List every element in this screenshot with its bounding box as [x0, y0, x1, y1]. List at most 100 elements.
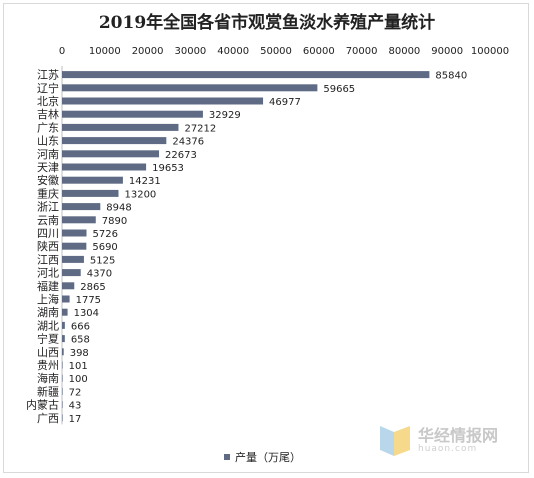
bar: [62, 189, 119, 197]
data-label: 32929: [209, 110, 241, 121]
bar: [62, 137, 167, 145]
data-label: 4370: [87, 269, 112, 280]
data-label: 398: [70, 348, 89, 359]
x-tick-label: 10000: [89, 46, 121, 57]
bar: [62, 348, 64, 356]
category-label: 海南: [37, 371, 59, 385]
category-label: 浙江: [37, 201, 59, 214]
x-tick-label: 20000: [132, 46, 164, 57]
category-label: 四川: [37, 227, 59, 240]
category-label: 福建: [37, 279, 59, 293]
data-label: 17: [69, 414, 82, 425]
bar: [62, 335, 65, 343]
bar: [62, 229, 87, 237]
bar: [62, 163, 147, 171]
bar: [62, 71, 430, 79]
category-label: 北京: [37, 94, 59, 108]
chart-frame: [3, 3, 529, 473]
data-label: 7890: [102, 216, 127, 227]
bar: [62, 387, 63, 395]
data-label: 101: [69, 361, 88, 372]
category-label: 安徽: [37, 173, 59, 187]
category-label: 江苏: [37, 69, 59, 82]
data-label: 24376: [172, 137, 204, 148]
watermark-logo-icon: [380, 426, 410, 456]
category-label: 重庆: [37, 186, 59, 200]
data-label: 59665: [323, 84, 355, 95]
bar: [62, 150, 160, 158]
category-label: 辽宁: [37, 81, 59, 95]
bar: [62, 84, 318, 92]
category-label: 河南: [37, 148, 59, 161]
category-label: 上海: [37, 292, 59, 306]
data-label: 658: [71, 335, 90, 346]
bar: [62, 216, 96, 224]
category-label: 吉林: [37, 107, 59, 121]
category-label: 贵州: [37, 359, 59, 372]
data-label: 1775: [76, 295, 101, 306]
bar: [62, 361, 63, 369]
bar: [62, 203, 101, 211]
x-tick-label: 50000: [260, 46, 292, 57]
bar: [62, 295, 70, 303]
data-label: 5125: [90, 255, 115, 266]
category-label: 广西: [37, 412, 59, 425]
legend-label: 产量（万尾）: [235, 451, 301, 464]
bar: [62, 255, 84, 263]
watermark-name: 华经情报网: [418, 426, 499, 445]
data-label: 22673: [165, 150, 197, 161]
category-label: 湖南: [37, 306, 59, 319]
data-label: 5726: [93, 229, 118, 240]
category-label: 湖北: [37, 319, 59, 332]
x-tick-label: 60000: [303, 46, 335, 57]
bar: [62, 308, 68, 316]
legend: 产量（万尾）: [224, 449, 301, 465]
bar: [62, 242, 87, 250]
data-label: 666: [71, 321, 90, 332]
category-label: 山西: [37, 346, 59, 359]
category-label: 江西: [37, 253, 59, 266]
category-label: 新疆: [37, 384, 59, 398]
bar: [62, 110, 203, 118]
bar: [62, 176, 123, 184]
data-label: 100: [69, 374, 88, 385]
data-label: 8948: [106, 203, 131, 214]
bar: [62, 282, 75, 290]
data-label: 2865: [80, 282, 105, 293]
data-label: 14231: [129, 176, 161, 187]
category-label: 广东: [37, 121, 59, 134]
data-label: 85840: [435, 71, 467, 82]
x-tick-label: 90000: [431, 46, 463, 57]
x-tick-label: 40000: [217, 46, 249, 57]
bar: [62, 123, 179, 131]
x-tick-label: 80000: [388, 46, 420, 57]
category-label: 山东: [37, 135, 59, 148]
bar: [62, 321, 65, 329]
category-label: 天津: [37, 161, 59, 174]
data-label: 1304: [74, 308, 99, 319]
data-label: 27212: [184, 123, 216, 134]
data-label: 43: [69, 401, 82, 412]
bar: [62, 97, 264, 105]
bar: [62, 414, 63, 422]
watermark: 华经情报网 huaon.com: [378, 420, 518, 460]
legend-swatch: [224, 454, 230, 460]
bar: [62, 401, 63, 409]
category-label: 内蒙古: [26, 398, 59, 412]
x-tick-label: 70000: [346, 46, 378, 57]
chart-title: 2019年全国各省市观赏鱼淡水养殖产量统计: [98, 13, 436, 33]
data-label: 13200: [124, 189, 156, 200]
category-label: 陕西: [37, 239, 59, 253]
category-label: 宁夏: [37, 332, 59, 346]
category-label: 河北: [37, 267, 59, 280]
watermark-url: huaon.com: [418, 444, 478, 454]
x-tick-label: 100000: [471, 46, 509, 57]
bar: [62, 374, 63, 382]
data-label: 46977: [269, 97, 301, 108]
x-tick-label: 0: [59, 46, 65, 57]
category-label: 云南: [37, 214, 59, 227]
data-label: 72: [69, 387, 82, 398]
data-label: 19653: [152, 163, 184, 174]
bar: [62, 269, 81, 277]
